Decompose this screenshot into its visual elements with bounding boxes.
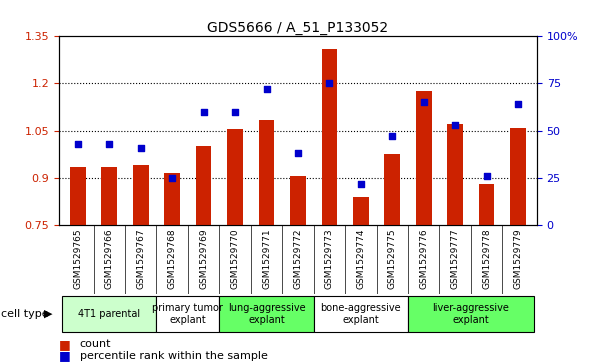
Text: GSM1529778: GSM1529778 — [482, 229, 491, 289]
Bar — [165, 173, 180, 225]
Point — [419, 99, 428, 105]
Bar — [227, 129, 243, 225]
Bar — [353, 197, 369, 225]
Text: GSM1529769: GSM1529769 — [199, 229, 208, 289]
Bar — [314, 296, 408, 332]
Text: GSM1529776: GSM1529776 — [419, 229, 428, 289]
Bar — [385, 154, 400, 225]
Bar — [478, 184, 494, 225]
Bar — [133, 165, 149, 225]
Text: cell type: cell type — [1, 309, 48, 319]
Point — [324, 81, 334, 86]
Bar — [62, 296, 156, 332]
Bar — [510, 127, 526, 225]
Point — [199, 109, 208, 115]
Text: GSM1529766: GSM1529766 — [105, 229, 114, 289]
Text: GSM1529771: GSM1529771 — [262, 229, 271, 289]
Text: GSM1529772: GSM1529772 — [293, 229, 303, 289]
Point — [136, 145, 146, 151]
Point — [513, 101, 523, 107]
Point — [293, 150, 303, 156]
Text: 4T1 parental: 4T1 parental — [78, 309, 140, 319]
Text: ▶: ▶ — [44, 309, 53, 319]
Bar — [219, 296, 314, 332]
Text: ■: ■ — [59, 349, 71, 362]
Text: count: count — [80, 339, 111, 349]
Bar — [101, 167, 117, 225]
Title: GDS5666 / A_51_P133052: GDS5666 / A_51_P133052 — [208, 21, 388, 35]
Bar — [258, 120, 274, 225]
Bar — [408, 296, 534, 332]
Text: lung-aggressive
explant: lung-aggressive explant — [228, 303, 305, 325]
Point — [356, 181, 366, 187]
Bar — [290, 176, 306, 225]
Point — [262, 86, 271, 92]
Text: GSM1529774: GSM1529774 — [356, 229, 365, 289]
Point — [104, 141, 114, 147]
Point — [450, 122, 460, 128]
Point — [388, 134, 397, 139]
Text: bone-aggressive
explant: bone-aggressive explant — [320, 303, 401, 325]
Text: GSM1529777: GSM1529777 — [451, 229, 460, 289]
Bar — [322, 49, 337, 225]
Bar — [70, 167, 86, 225]
Text: GSM1529767: GSM1529767 — [136, 229, 145, 289]
Bar — [416, 91, 431, 225]
Text: GSM1529770: GSM1529770 — [231, 229, 240, 289]
Text: GSM1529779: GSM1529779 — [513, 229, 523, 289]
Text: liver-aggressive
explant: liver-aggressive explant — [432, 303, 509, 325]
Point — [168, 175, 177, 181]
Text: ■: ■ — [59, 338, 71, 351]
Text: GSM1529773: GSM1529773 — [325, 229, 334, 289]
Point — [482, 173, 491, 179]
Point — [73, 141, 83, 147]
Text: primary tumor
explant: primary tumor explant — [152, 303, 224, 325]
Text: GSM1529765: GSM1529765 — [73, 229, 83, 289]
Text: percentile rank within the sample: percentile rank within the sample — [80, 351, 267, 361]
Bar — [156, 296, 219, 332]
Text: GSM1529768: GSM1529768 — [168, 229, 176, 289]
Bar — [447, 125, 463, 225]
Point — [230, 109, 240, 115]
Bar — [196, 146, 211, 225]
Text: GSM1529775: GSM1529775 — [388, 229, 396, 289]
